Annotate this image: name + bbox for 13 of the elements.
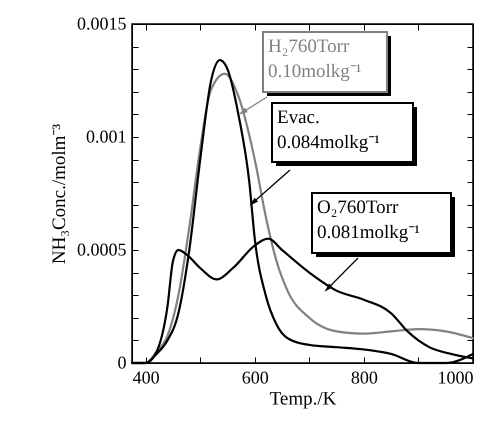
annotation: Evac. 0.084molkg⁻¹ (277, 107, 380, 153)
y-tick-label: 0.0005 (77, 240, 126, 260)
x-tick-label: 1000 (438, 368, 474, 388)
y-tick-label: 0.001 (86, 126, 126, 146)
annotation: O₂760Torr 0.081molkg⁻¹ (317, 197, 420, 243)
y-axis-title: NH₃Conc./molm⁻³ (49, 124, 70, 264)
y-tick-label: 0 (118, 352, 126, 372)
x-tick-label: 800 (350, 368, 378, 388)
x-tick-label: 400 (132, 368, 160, 388)
annotation: H₂760Torr 0.10molkg⁻¹ (268, 36, 362, 82)
y-tick-label: 0.0015 (77, 14, 126, 34)
x-axis-title: Temp./K (270, 388, 337, 410)
x-tick-label: 600 (242, 368, 269, 388)
